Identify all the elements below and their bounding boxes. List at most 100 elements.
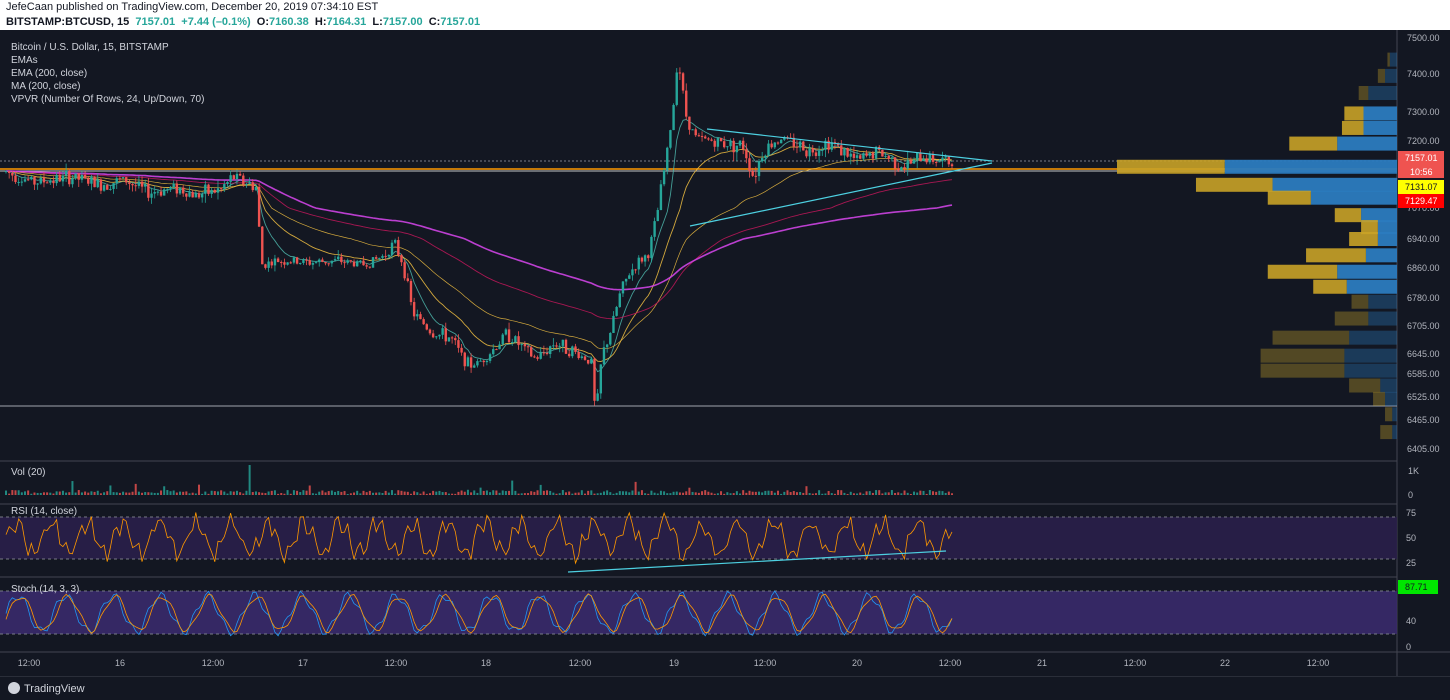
volume-bar bbox=[406, 491, 409, 495]
candle-body bbox=[571, 346, 574, 357]
candle-body bbox=[808, 148, 811, 157]
candle-body bbox=[523, 344, 527, 347]
candle-body bbox=[754, 175, 758, 177]
candle-body bbox=[615, 307, 618, 316]
volume-bar bbox=[675, 491, 678, 495]
volume-bar bbox=[264, 493, 267, 495]
volume-bar bbox=[36, 492, 39, 495]
candle-body bbox=[912, 159, 916, 164]
volume-bar bbox=[213, 491, 216, 495]
vp-down-bar bbox=[1267, 190, 1311, 205]
candle-body bbox=[169, 187, 172, 189]
candle-body bbox=[409, 281, 413, 303]
candle-body bbox=[371, 257, 375, 268]
candle-body bbox=[416, 314, 419, 317]
volume-bar bbox=[938, 490, 941, 495]
candle-body bbox=[859, 155, 862, 159]
legend-vpvr[interactable]: VPVR (Number Of Rows, 24, Up/Down, 70) bbox=[11, 94, 205, 105]
volume-bar bbox=[691, 491, 694, 495]
candle-body bbox=[944, 156, 947, 158]
volume-bar bbox=[188, 493, 191, 495]
candle-body bbox=[178, 187, 182, 194]
volume-bar bbox=[919, 490, 922, 495]
stoch-d-line bbox=[5, 593, 953, 634]
time-axis-tick: 20 bbox=[852, 658, 862, 668]
stoch-band bbox=[0, 591, 1397, 634]
volume-bar bbox=[894, 492, 897, 495]
volume-bar bbox=[65, 492, 68, 495]
price-axis-tick: 6405.00 bbox=[1407, 444, 1440, 454]
time-axis-tick: 22 bbox=[1220, 658, 1230, 668]
candle-body bbox=[14, 175, 17, 183]
rsi-trendline[interactable] bbox=[567, 550, 947, 573]
volume-bar bbox=[751, 491, 754, 495]
volume-bar bbox=[821, 493, 824, 495]
candle-body bbox=[280, 262, 283, 264]
candle-body bbox=[112, 183, 115, 189]
volume-bar bbox=[463, 491, 466, 495]
vp-down-bar bbox=[1344, 106, 1364, 121]
candle-body bbox=[242, 175, 245, 185]
candle-body bbox=[548, 346, 552, 355]
candle-body bbox=[49, 180, 52, 183]
volume-bar bbox=[707, 491, 710, 495]
vp-up-bar bbox=[1392, 407, 1397, 422]
time-axis[interactable]: 12:00 16 12:00 17 12:00 18 12:00 19 12:00 20 12:00… bbox=[18, 658, 1330, 668]
volume-bar bbox=[207, 493, 210, 495]
tradingview-logo[interactable]: TradingView bbox=[8, 682, 85, 695]
candle-body bbox=[590, 358, 593, 364]
candle-body bbox=[669, 130, 672, 148]
main-legend-title[interactable]: Bitcoin / U.S. Dollar, 15, BITSTAMP bbox=[11, 42, 169, 53]
candle-body bbox=[934, 161, 938, 163]
volume-bar bbox=[359, 493, 362, 495]
vp-down-bar bbox=[1272, 330, 1350, 345]
candle-body bbox=[691, 129, 694, 131]
volume-bar bbox=[533, 491, 536, 495]
candle-body bbox=[340, 256, 343, 263]
moving-average-line bbox=[5, 170, 953, 320]
volume-bar bbox=[565, 492, 568, 495]
volume-bar bbox=[318, 491, 321, 495]
volume-bar bbox=[394, 493, 397, 495]
candle-body bbox=[362, 260, 365, 266]
volume-bar bbox=[33, 492, 36, 495]
chart-canvas[interactable]: 7500.007400.007300.007200.007070.006940.… bbox=[0, 30, 1450, 676]
legend-rsi[interactable]: RSI (14, close) bbox=[11, 506, 78, 517]
candle-body bbox=[567, 353, 571, 357]
candle-body bbox=[45, 182, 49, 184]
candle-body bbox=[276, 258, 280, 263]
candle-body bbox=[909, 160, 913, 164]
legend-ma[interactable]: MA (200, close) bbox=[11, 81, 81, 92]
candle-body bbox=[849, 153, 852, 157]
vp-up-bar bbox=[1368, 294, 1397, 309]
triangle-upper-trendline[interactable] bbox=[706, 128, 993, 162]
volume-bar bbox=[305, 490, 308, 495]
triangle-lower-trendline[interactable] bbox=[689, 162, 993, 227]
volume-bar bbox=[701, 491, 704, 495]
volume-bar bbox=[229, 491, 232, 495]
candle-body bbox=[106, 185, 109, 190]
legend-emas[interactable]: EMAs bbox=[11, 55, 38, 66]
price-axis-tick: 6585.00 bbox=[1407, 369, 1440, 379]
volume-bar bbox=[501, 490, 504, 495]
legend-vol[interactable]: Vol (20) bbox=[11, 467, 46, 478]
candle-body bbox=[400, 255, 403, 263]
vp-up-bar bbox=[1368, 311, 1397, 326]
time-axis-tick: 12:00 bbox=[939, 658, 962, 668]
candle-body bbox=[159, 191, 163, 196]
candle-body bbox=[741, 140, 745, 150]
legend-ema[interactable]: EMA (200, close) bbox=[11, 68, 88, 79]
volume-bar bbox=[194, 493, 197, 495]
price-axis[interactable]: 7500.007400.007300.007200.007070.006940.… bbox=[1407, 33, 1440, 454]
volume-bar bbox=[340, 491, 343, 495]
volume-bar bbox=[767, 490, 770, 495]
candle-body bbox=[412, 302, 416, 317]
vp-down-bar bbox=[1387, 52, 1390, 67]
volume-bar bbox=[254, 491, 257, 495]
volume-bar bbox=[602, 491, 605, 495]
volume-bar bbox=[764, 490, 767, 495]
candle-body bbox=[577, 351, 580, 359]
legend-stoch[interactable]: Stoch (14, 3, 3) bbox=[11, 584, 80, 595]
candle-body bbox=[764, 155, 767, 158]
close-value: 7157.01 bbox=[440, 16, 481, 28]
